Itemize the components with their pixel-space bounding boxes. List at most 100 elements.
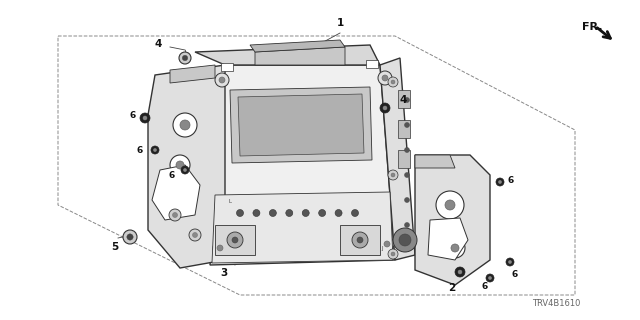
Text: 1: 1	[337, 18, 344, 28]
Circle shape	[253, 210, 260, 217]
Text: 6: 6	[482, 282, 488, 291]
Circle shape	[352, 232, 368, 248]
Circle shape	[388, 249, 398, 259]
Circle shape	[404, 123, 410, 127]
Circle shape	[508, 260, 511, 264]
Circle shape	[451, 244, 459, 252]
Circle shape	[455, 267, 465, 277]
Polygon shape	[415, 155, 455, 168]
Polygon shape	[152, 165, 200, 220]
Circle shape	[180, 120, 190, 130]
Circle shape	[232, 237, 238, 243]
Circle shape	[227, 232, 243, 248]
Circle shape	[404, 222, 410, 228]
Circle shape	[184, 168, 187, 172]
Polygon shape	[428, 218, 468, 260]
Circle shape	[219, 77, 225, 83]
Circle shape	[179, 52, 191, 64]
Circle shape	[488, 276, 492, 280]
Circle shape	[237, 210, 243, 217]
Circle shape	[217, 245, 223, 251]
FancyBboxPatch shape	[366, 60, 378, 68]
Text: 6: 6	[512, 270, 518, 279]
Circle shape	[486, 274, 494, 282]
Circle shape	[140, 113, 150, 123]
Polygon shape	[230, 87, 372, 163]
Circle shape	[123, 230, 137, 244]
Circle shape	[445, 200, 455, 210]
Circle shape	[388, 77, 398, 87]
Circle shape	[302, 210, 309, 217]
Text: 6: 6	[137, 146, 143, 155]
Circle shape	[399, 234, 411, 246]
Text: L: L	[228, 199, 232, 204]
FancyBboxPatch shape	[398, 90, 410, 108]
Circle shape	[215, 73, 229, 87]
Text: 4: 4	[155, 39, 162, 49]
Circle shape	[380, 103, 390, 113]
Text: 3: 3	[220, 268, 227, 278]
Circle shape	[506, 258, 514, 266]
Circle shape	[269, 210, 276, 217]
Circle shape	[151, 146, 159, 154]
Circle shape	[436, 191, 464, 219]
FancyBboxPatch shape	[215, 225, 255, 255]
Circle shape	[383, 106, 387, 110]
Circle shape	[335, 210, 342, 217]
Text: 4: 4	[400, 95, 408, 105]
Polygon shape	[212, 192, 393, 263]
Polygon shape	[170, 65, 215, 83]
Circle shape	[393, 228, 417, 252]
Circle shape	[319, 210, 326, 217]
FancyBboxPatch shape	[340, 225, 380, 255]
Polygon shape	[415, 155, 490, 285]
Text: 6: 6	[169, 171, 175, 180]
Circle shape	[391, 252, 395, 256]
Circle shape	[154, 148, 157, 152]
Circle shape	[286, 210, 292, 217]
Circle shape	[404, 98, 410, 102]
Circle shape	[404, 197, 410, 203]
Circle shape	[189, 229, 201, 241]
Circle shape	[357, 237, 363, 243]
Text: FR.: FR.	[582, 22, 602, 32]
Circle shape	[351, 210, 358, 217]
FancyBboxPatch shape	[398, 150, 410, 168]
Circle shape	[404, 148, 410, 153]
Circle shape	[458, 270, 462, 274]
Circle shape	[181, 166, 189, 174]
Polygon shape	[210, 65, 395, 265]
Circle shape	[496, 178, 504, 186]
Circle shape	[173, 212, 177, 218]
Circle shape	[176, 161, 184, 169]
Circle shape	[445, 238, 465, 258]
Polygon shape	[250, 40, 345, 52]
Circle shape	[213, 241, 227, 255]
Circle shape	[499, 180, 502, 184]
Text: TRV4B1610: TRV4B1610	[532, 299, 580, 308]
Polygon shape	[238, 94, 364, 156]
Circle shape	[404, 172, 410, 178]
Polygon shape	[380, 58, 415, 260]
Circle shape	[388, 170, 398, 180]
Circle shape	[182, 55, 188, 61]
Circle shape	[169, 209, 181, 221]
Polygon shape	[255, 47, 345, 65]
FancyBboxPatch shape	[221, 63, 233, 71]
Text: 6: 6	[130, 110, 136, 119]
Text: 2: 2	[448, 283, 455, 293]
Circle shape	[382, 75, 388, 81]
Circle shape	[378, 71, 392, 85]
Polygon shape	[195, 45, 380, 65]
Circle shape	[193, 233, 198, 237]
FancyBboxPatch shape	[398, 120, 410, 138]
Circle shape	[173, 113, 197, 137]
Circle shape	[380, 237, 394, 251]
Circle shape	[391, 80, 395, 84]
Text: 6: 6	[508, 175, 515, 185]
Circle shape	[391, 173, 395, 177]
Circle shape	[384, 241, 390, 247]
Circle shape	[127, 234, 133, 240]
Text: J: J	[381, 246, 383, 251]
Polygon shape	[148, 65, 225, 268]
